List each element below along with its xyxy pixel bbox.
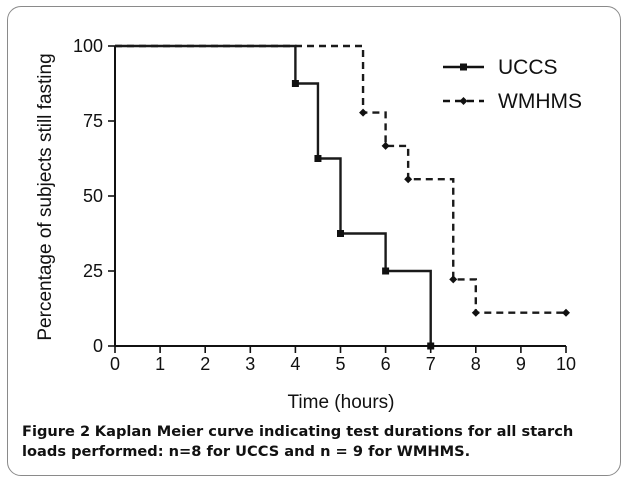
caption-label: Figure 2: [22, 423, 91, 440]
x-tick-label: 0: [110, 354, 120, 374]
series-uccs: [115, 44, 435, 350]
legend-marker: [460, 63, 467, 71]
legend-marker: [459, 97, 468, 105]
x-tick-label: 7: [426, 354, 436, 374]
series-wmhms: [115, 44, 570, 317]
data-point-wmhms: [449, 275, 458, 284]
x-tick-label: 3: [245, 354, 255, 374]
x-axis-label: Time (hours): [288, 392, 395, 413]
x-tick-label: 9: [516, 354, 526, 374]
legend-entry-uccs: UCCS: [443, 56, 558, 79]
x-tick-label: 6: [381, 354, 391, 374]
x-tick-label: 4: [290, 354, 300, 374]
y-tick-label: 25: [83, 261, 103, 281]
data-point-uccs: [382, 267, 390, 275]
y-tick-label: 50: [83, 186, 103, 206]
x-tick-label: 5: [335, 354, 345, 374]
chart-legend: UCCS WMHMS: [443, 56, 582, 113]
data-point-uccs: [291, 80, 299, 87]
data-point-wmhms: [471, 308, 480, 317]
x-tick-label: 8: [471, 354, 481, 374]
y-tick-label: 75: [83, 111, 103, 131]
chart-series: [115, 44, 570, 350]
figure-caption: Figure 2 Kaplan Meier curve indicating t…: [22, 422, 617, 462]
legend-label: WMHMS: [498, 90, 582, 113]
data-point-uccs: [427, 342, 435, 350]
x-tick-label: 1: [155, 354, 165, 374]
data-point-wmhms: [404, 175, 413, 184]
legend-label: UCCS: [498, 56, 558, 79]
data-point-uccs: [337, 230, 344, 237]
y-tick-label: 0: [93, 336, 103, 356]
data-point-wmhms: [381, 141, 390, 150]
data-point-wmhms: [359, 108, 368, 117]
x-tick-label: 10: [556, 354, 576, 374]
legend-entry-wmhms: WMHMS: [443, 90, 582, 113]
x-tick-label: 2: [200, 354, 210, 374]
caption-text: Kaplan Meier curve indicating test durat…: [22, 423, 574, 460]
y-tick-label: 100: [73, 36, 103, 56]
data-point-wmhms: [562, 308, 570, 317]
series-line-uccs: [115, 44, 432, 346]
series-line-wmhms: [115, 44, 566, 314]
y-axis-label: Percentage of subjects still fasting: [35, 53, 56, 340]
data-point-uccs: [314, 155, 322, 162]
